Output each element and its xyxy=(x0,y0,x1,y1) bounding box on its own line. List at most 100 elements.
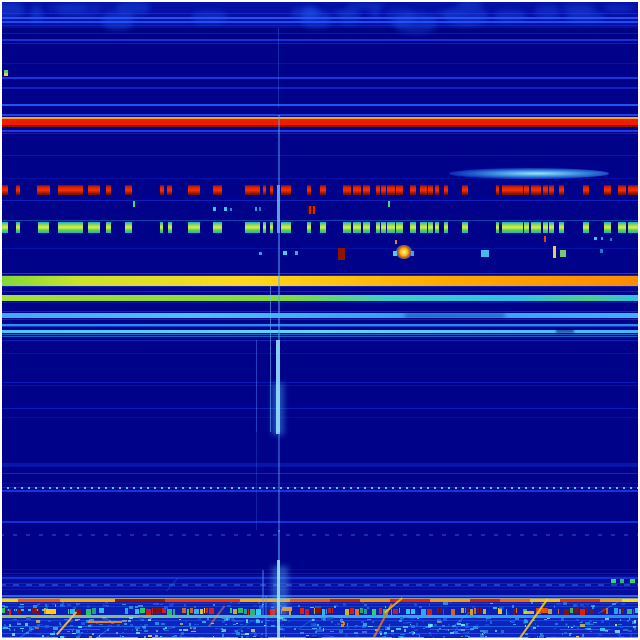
noise-speckle xyxy=(120,635,122,638)
h-line xyxy=(2,606,638,607)
barcode-dash xyxy=(146,609,151,615)
noise-speckle xyxy=(194,623,199,626)
barcode-dash xyxy=(360,608,363,613)
noise-speckle xyxy=(45,604,50,606)
barcode-dash xyxy=(389,609,390,614)
noise-speckle xyxy=(283,604,286,607)
noise-speckle xyxy=(385,628,388,631)
h-line xyxy=(2,275,638,276)
noise-speckle xyxy=(210,622,215,625)
noise-speckle xyxy=(246,620,249,624)
barcode-dash xyxy=(355,609,359,615)
noise-speckle xyxy=(533,619,536,621)
barcode-dash xyxy=(513,609,515,615)
h-line xyxy=(2,626,638,627)
signal-mark xyxy=(393,251,397,256)
burst-row-red-dash xyxy=(462,185,468,195)
barcode-dash xyxy=(209,608,214,614)
noise-speckle xyxy=(467,636,470,638)
burst-row-red-dash xyxy=(549,185,554,195)
noise-speckle xyxy=(317,634,319,636)
noise-speckle xyxy=(297,605,301,608)
noise-speckle xyxy=(44,625,49,628)
h-line xyxy=(2,473,638,474)
noise-speckle xyxy=(252,605,258,607)
barcode-dash xyxy=(633,609,634,615)
noise-speckle xyxy=(455,627,458,629)
noise-speckle xyxy=(293,632,295,635)
noise-speckle xyxy=(537,635,539,638)
noise-speckle xyxy=(434,624,437,627)
v-line xyxy=(276,340,280,434)
top-noise-smudge xyxy=(458,2,483,7)
burst-row-green-dash xyxy=(16,222,20,233)
burst-row-green-dash xyxy=(420,222,427,233)
noise-speckle xyxy=(592,606,594,610)
carrier-segment xyxy=(240,599,290,602)
noise-speckle xyxy=(154,622,160,625)
burst-row-green-dash xyxy=(125,222,132,233)
bottom-dash xyxy=(560,629,610,630)
top-noise-smudge xyxy=(494,10,527,22)
burst-row-red-dash xyxy=(428,185,433,195)
noise-speckle xyxy=(225,618,230,620)
noise-speckle xyxy=(245,619,248,621)
noise-speckle xyxy=(429,603,431,607)
noise-speckle xyxy=(245,636,250,638)
noise-speckle xyxy=(455,629,457,632)
h-line xyxy=(2,595,638,597)
burst-row-green-dash xyxy=(58,222,83,233)
carrier-segment xyxy=(60,599,115,602)
noise-speckle xyxy=(123,623,128,626)
noise-speckle xyxy=(483,630,489,634)
v-line xyxy=(278,28,279,108)
barcode-dash xyxy=(135,609,139,614)
noise-speckle xyxy=(567,629,569,632)
noise-speckle xyxy=(323,628,325,632)
barcode-dash xyxy=(411,609,415,614)
burst-row-red-dash xyxy=(353,185,361,195)
noise-speckle xyxy=(411,617,414,619)
signal-mark xyxy=(46,609,56,614)
top-noise-smudge xyxy=(369,6,381,19)
noise-speckle xyxy=(556,603,562,606)
barcode-dash xyxy=(289,609,291,615)
barcode-dash xyxy=(194,609,199,614)
burst-row-red-dash xyxy=(559,185,564,195)
burst-row-green-dash xyxy=(618,222,626,233)
top-noise-smudge xyxy=(90,4,125,10)
noise-speckle xyxy=(69,628,73,631)
carrier-segment xyxy=(560,599,600,602)
noise-speckle xyxy=(143,624,148,627)
noise-speckle xyxy=(532,626,536,629)
barcode-dash xyxy=(332,608,333,613)
noise-speckle xyxy=(399,635,404,638)
carrier-segment xyxy=(18,599,60,602)
noise-speckle xyxy=(457,628,462,631)
barcode-dash xyxy=(316,608,321,613)
noise-speckle xyxy=(570,626,573,628)
barcode-dash xyxy=(76,609,81,615)
h-line xyxy=(2,311,638,312)
barcode-dash xyxy=(570,608,573,613)
h-line xyxy=(2,17,638,19)
burst-row-green-dash xyxy=(583,222,589,233)
dotted-line xyxy=(2,584,638,586)
barcode-dash xyxy=(589,609,594,614)
noise-speckle xyxy=(416,617,420,620)
noise-speckle xyxy=(343,622,346,626)
noise-speckle xyxy=(37,625,43,628)
barcode-dash xyxy=(635,608,638,613)
noise-speckle xyxy=(535,633,537,636)
noise-speckle xyxy=(72,620,74,623)
signal-mark xyxy=(295,251,298,255)
signal-mark xyxy=(88,621,122,623)
noise-speckle xyxy=(159,603,163,605)
h-line xyxy=(2,286,638,287)
signal-mark xyxy=(283,251,287,255)
barcode-dash xyxy=(601,608,605,613)
burst-row-green-dash xyxy=(2,222,8,233)
noise-speckle xyxy=(577,627,580,630)
barcode-dash xyxy=(70,609,75,614)
noise-speckle xyxy=(412,632,414,636)
